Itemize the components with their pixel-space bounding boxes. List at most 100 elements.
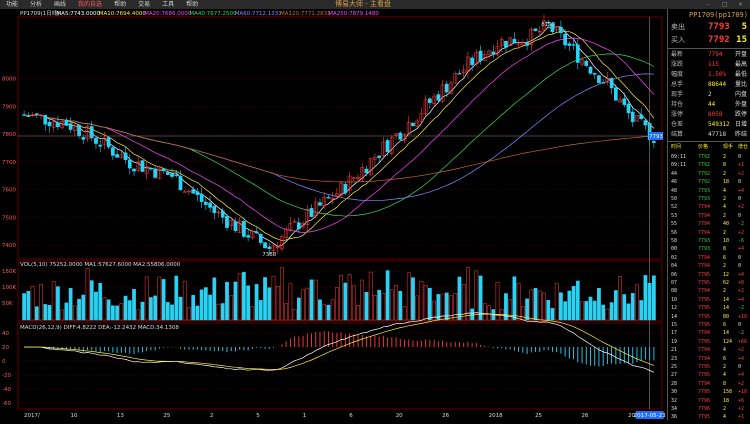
volume-bar [643, 275, 648, 321]
volume-bar [618, 276, 622, 321]
ma20-line [24, 37, 655, 233]
tick-cell: -6 [738, 238, 745, 244]
candle-body [537, 30, 542, 33]
menu-item[interactable]: 功能 [6, 1, 19, 8]
volume-bar [504, 293, 508, 321]
last-price-tag: 7793 [649, 134, 663, 140]
tick-cell: 7795 [698, 280, 711, 286]
volume-bar [191, 295, 196, 321]
volume-bar [220, 303, 225, 321]
tick-row: 25 7795 2 0 [668, 363, 750, 373]
candle-body [525, 42, 529, 46]
volume-bar [335, 287, 339, 321]
ticks-header-cell: 增仓 [738, 144, 749, 150]
volume-bar [470, 308, 474, 321]
candle-body [389, 137, 394, 154]
menu-item[interactable]: 工具 [162, 1, 175, 8]
ma40-line [24, 53, 655, 217]
volume-bar [605, 308, 610, 321]
tick-row: 06 7795 12 +4 [668, 271, 750, 281]
volume-bar [466, 267, 470, 321]
tick-cell: 12 [671, 305, 678, 312]
candle-body [85, 126, 90, 140]
candle-body [149, 167, 153, 170]
tick-cell: +2 [738, 380, 745, 387]
candle-body [499, 39, 504, 47]
volume-bar [98, 283, 103, 321]
tick-cell: 4 [723, 204, 727, 211]
tick-cell: 80 [723, 313, 730, 320]
tick-cell: 10 [671, 296, 678, 303]
volume-bar [508, 299, 513, 321]
volume-bar [351, 285, 356, 321]
candle-body [144, 166, 149, 174]
candle-body [271, 245, 276, 251]
tick-cell: 0 [738, 196, 742, 202]
tick-cell: 8 [723, 162, 727, 169]
menu-item[interactable]: 分析 [30, 1, 43, 8]
volume-bar [343, 282, 348, 321]
stat-label: 仓差 [671, 121, 684, 128]
buy-row[interactable]: 买入 7792 15 [668, 34, 750, 47]
tick-cell: 7794 [698, 380, 711, 387]
candle-body [98, 144, 103, 147]
tick-row: 34 7796 2 +2 [668, 405, 750, 415]
volume-bar [127, 300, 132, 321]
kline-chart[interactable]: PP1709(1日线)MA5:7743.0000MA10:7694.4000MA… [0, 9, 666, 420]
candle-body [119, 154, 124, 159]
maximize-icon[interactable]: □ [722, 1, 728, 8]
stat-label-2: 量比 [734, 81, 747, 88]
candle-body [339, 182, 343, 196]
volume-bar [204, 287, 208, 321]
menu-item[interactable]: 画线 [54, 1, 67, 8]
tick-cell: 09:11 [671, 154, 687, 160]
close-icon[interactable]: × [738, 1, 744, 8]
tick-cell: +2 [738, 347, 745, 354]
volume-bar [81, 294, 86, 321]
menu-item[interactable]: 交易 [138, 1, 151, 8]
buy-price: 7792 [708, 35, 730, 45]
tick-cell: 30 [671, 389, 678, 396]
volume-bar [301, 289, 305, 321]
candle-body [106, 137, 111, 148]
ma-legend-item: MA120:7771.2833 [280, 11, 331, 17]
candle-body [508, 37, 513, 46]
tick-cell: +1 [738, 414, 745, 421]
candle-body [174, 174, 179, 176]
menu-item[interactable]: 我的自选 [78, 1, 103, 8]
candle-body [584, 60, 589, 66]
volume-bar [423, 284, 428, 321]
stat-label-2: 开盘 [734, 51, 747, 58]
quote-panel: PP1709(pp1709) 卖出 7793 5 买入 7792 15 最新 77… [667, 9, 750, 420]
tick-cell: 7794 [698, 204, 711, 211]
volume-bar [242, 271, 246, 321]
candle-body [161, 168, 166, 172]
tick-cell: 0 [738, 364, 742, 370]
tick-cell: 0 [738, 254, 742, 261]
stat-label: 现手 [671, 91, 684, 98]
candle-body [347, 175, 352, 192]
volume-bar [225, 281, 229, 321]
tick-cell: +2 [738, 229, 745, 236]
tick-cell: -2 [738, 305, 745, 312]
tick-cell: 7794 [698, 221, 711, 228]
volume-bar [51, 281, 56, 321]
x-axis-label: 25 [163, 413, 170, 419]
volume-bar [144, 276, 149, 321]
tick-cell: 2 [723, 364, 727, 370]
menu-item[interactable]: 帮助 [186, 1, 199, 8]
menu-item[interactable]: 帮助 [114, 1, 127, 8]
candle-body [563, 33, 567, 46]
chart-area[interactable]: PP1709(1日线) MA5:7743.0000 MA10:7694.4000 MA… [0, 9, 666, 420]
volume-bar [368, 271, 373, 321]
volume-bar [178, 296, 183, 321]
tick-cell: 2 [723, 170, 727, 177]
tick-cell: 4 [723, 347, 727, 354]
tick-row: 15 7795 6 0 [668, 321, 750, 331]
minimize-icon[interactable]: – [706, 1, 709, 8]
tick-cell: 14 [723, 305, 730, 312]
candle-body [51, 121, 56, 128]
tick-cell: 2 [723, 212, 727, 219]
stat-row: 仓差 549312 日增 [668, 120, 750, 130]
sell-row[interactable]: 卖出 7793 5 [668, 21, 750, 34]
